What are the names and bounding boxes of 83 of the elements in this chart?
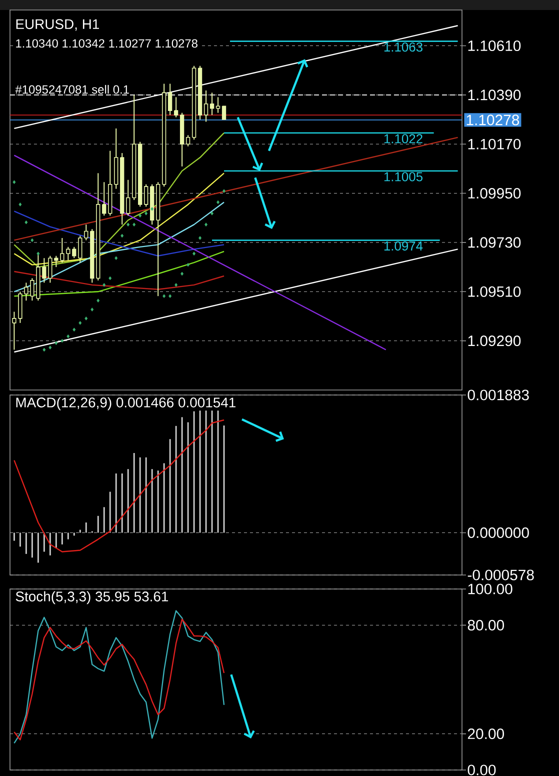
point (210, 212, 214, 216)
point (198, 236, 202, 240)
point (96, 298, 100, 302)
annotation: 1.1063 (384, 42, 422, 52)
point (84, 316, 88, 320)
ref-line-label: 1.10278 (466, 114, 520, 126)
candlestick (48, 255, 52, 284)
candlestick (102, 182, 106, 216)
point (186, 262, 190, 267)
y-tick-label: 1.09730 (468, 237, 521, 248)
line-series (14, 270, 225, 290)
candlestick (204, 90, 208, 122)
point (222, 189, 226, 193)
candlestick (78, 235, 82, 264)
candlestick (168, 83, 172, 116)
point (204, 222, 208, 226)
point (138, 214, 142, 218)
point (192, 252, 196, 256)
point (216, 200, 220, 204)
point (12, 180, 16, 184)
point (72, 328, 76, 332)
point (54, 341, 58, 345)
line-series (14, 210, 225, 256)
point (48, 346, 52, 350)
y-tick-label: 1.10170 (468, 138, 521, 150)
y-tick-label: 1.09290 (468, 336, 521, 346)
candlestick (174, 96, 178, 118)
y-tick-label: 1.09950 (468, 188, 521, 199)
candlestick (66, 246, 70, 261)
point (168, 294, 172, 298)
y-tick-label: -0.000578 (468, 570, 534, 580)
line-series (14, 202, 225, 292)
point (24, 220, 28, 224)
y-tick-label: 1.10610 (468, 40, 521, 52)
candlestick (222, 106, 226, 120)
point (102, 283, 106, 287)
candlestick (126, 179, 130, 216)
candlestick (144, 184, 148, 208)
point (60, 338, 64, 343)
candlestick (216, 96, 220, 114)
y-tick-label: 1.10390 (468, 90, 521, 100)
candlestick (186, 134, 190, 147)
candlestick (60, 237, 64, 264)
candlestick (84, 224, 88, 241)
point (66, 334, 70, 338)
point (150, 207, 154, 211)
y-tick-label: 20.00 (468, 728, 504, 740)
point (18, 202, 22, 206)
point (30, 238, 34, 242)
y-tick-label: 1.09510 (468, 286, 521, 297)
annotation: 1.0974 (384, 241, 423, 251)
point (108, 276, 112, 280)
point (78, 321, 82, 325)
y-tick-label: 80.00 (468, 620, 504, 630)
annotation: 1.10340 1.10342 1.10277 1.10278 (16, 39, 198, 48)
line-series (14, 132, 225, 268)
annotation: 1.1005 (384, 172, 422, 182)
candlestick (72, 246, 76, 259)
chart-title: Stoch(5,3,3) 35.95 53.61 (16, 591, 168, 604)
point (42, 348, 46, 352)
y-tick-label: 0.00 (468, 764, 496, 776)
point (144, 212, 148, 216)
candlestick (210, 92, 214, 116)
point (180, 272, 184, 276)
point (120, 234, 124, 238)
point (132, 222, 136, 226)
y-tick-label: 0.000000 (468, 527, 529, 538)
text: EURUSD, H1 (16, 19, 99, 31)
candlestick (54, 255, 58, 268)
y-tick-label: 0.001883 (468, 390, 529, 400)
ref-line-label: #1095247081 sell 0.1 (15, 84, 129, 94)
point (90, 308, 94, 312)
point (126, 222, 130, 226)
line-series (14, 172, 225, 266)
chart-title: MACD(12,26,9) 0.001466 0.001541 (16, 397, 236, 410)
annotation: 1.1022 (384, 134, 422, 144)
point (162, 294, 166, 298)
line-series (14, 250, 225, 297)
point (114, 256, 118, 260)
y-tick-label: 100.00 (468, 584, 512, 594)
line-series (14, 419, 225, 552)
point (36, 252, 40, 256)
point (174, 283, 178, 287)
